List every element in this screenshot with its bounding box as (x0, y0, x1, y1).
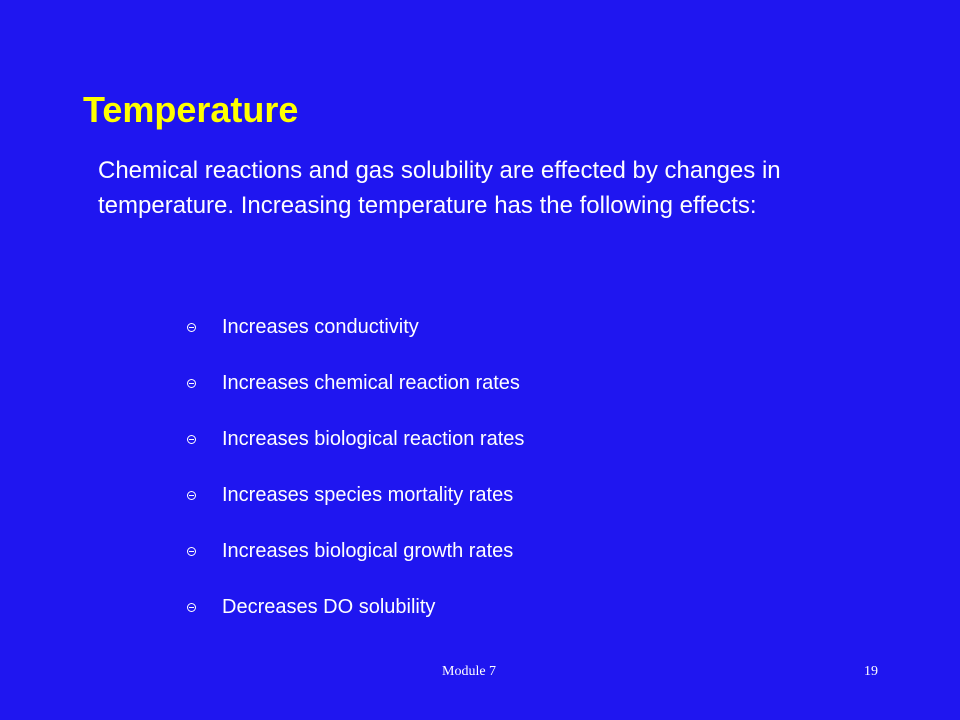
bullet-text: Increases chemical reaction rates (222, 372, 520, 394)
bullet-text: Increases biological growth rates (222, 540, 514, 562)
bullet-icon (187, 491, 196, 500)
bullet-text: Decreases DO solubility (222, 596, 436, 618)
list-item: Decreases DO solubility (187, 589, 787, 645)
bullet-icon (187, 603, 196, 612)
list-item: Increases biological reaction rates (187, 421, 787, 477)
list-item: Increases species mortality rates (187, 477, 787, 533)
bullet-text: Increases species mortality rates (222, 484, 514, 506)
list-item: Increases chemical reaction rates (187, 365, 787, 421)
slide-title: Temperature (83, 89, 299, 130)
list-item: Increases biological growth rates (187, 533, 787, 589)
footer-module-label: Module 7 (442, 664, 497, 679)
bullet-icon (187, 323, 196, 332)
bullet-text: Increases conductivity (222, 316, 419, 338)
page-number: 19 (864, 664, 878, 679)
effects-list: Increases conductivity Increases chemica… (187, 309, 787, 645)
bullet-icon (187, 547, 196, 556)
bullet-icon (187, 435, 196, 444)
intro-paragraph: Chemical reactions and gas solubility ar… (98, 157, 781, 219)
bullet-text: Increases biological reaction rates (222, 428, 525, 450)
list-item: Increases conductivity (187, 309, 787, 365)
bullet-icon (187, 379, 196, 388)
